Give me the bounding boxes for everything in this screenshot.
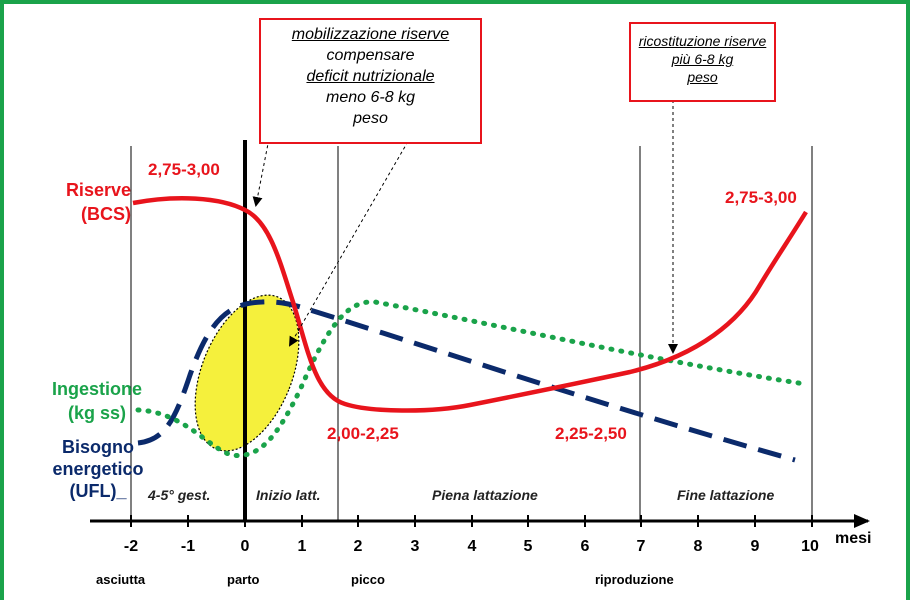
bcs-end-value: 2,75-3,00 xyxy=(725,188,797,207)
tick-label: 0 xyxy=(240,538,250,555)
callout-line: deficit nutrizionale xyxy=(306,68,435,85)
phase-full: Piena lattazione xyxy=(432,487,538,503)
tick-label: 7 xyxy=(636,538,646,555)
tick-label: 10 xyxy=(801,538,819,555)
tick-label: -1 xyxy=(180,538,196,555)
callout-line: peso xyxy=(687,69,718,85)
bisogno-label-line1: Bisogno xyxy=(62,437,134,457)
tick-label: 6 xyxy=(580,538,590,555)
callout-line: più 6-8 kg xyxy=(671,51,734,67)
bisogno-label-line2: energetico xyxy=(52,459,144,479)
callout-ricostituzione: ricostituzione riserve più 6-8 kg peso xyxy=(629,22,776,102)
callout-line: meno 6-8 kg xyxy=(326,89,415,106)
tick-label: -2 xyxy=(123,538,139,555)
bisogno-label: Bisogno energetico (UFL)_ xyxy=(50,436,146,502)
event-riproduzione: riproduzione xyxy=(595,572,674,587)
tick-label: 9 xyxy=(750,538,760,555)
callout-line: mobilizzazione riserve xyxy=(291,26,450,43)
tick-label: 3 xyxy=(410,538,420,555)
arrow-mobilizzazione-2 xyxy=(288,99,433,347)
riserve-label-line1: Riserve xyxy=(65,180,131,200)
tick-label: 8 xyxy=(693,538,703,555)
callout-mobilizzazione: mobilizzazione riserve compensare defici… xyxy=(259,18,482,144)
bcs-start-value: 2,75-3,00 xyxy=(148,160,220,179)
bcs-low-value: 2,00-2,25 xyxy=(327,424,399,443)
callout-line: ricostituzione riserve xyxy=(638,33,767,49)
ingestione-curve xyxy=(135,299,808,459)
event-parto: parto xyxy=(227,572,260,587)
riserve-label-line2: (BCS) xyxy=(81,204,131,224)
callout-line: compensare xyxy=(326,47,415,64)
tick-label: 5 xyxy=(523,538,533,555)
tick-label: 4 xyxy=(467,538,477,555)
event-picco: picco xyxy=(351,572,385,587)
tick-label: 2 xyxy=(353,538,363,555)
event-asciutta: asciutta xyxy=(96,572,146,587)
bisogno-label-suffix: _ xyxy=(116,481,127,501)
riserve-label: Riserve (BCS) xyxy=(57,178,131,226)
ingestione-label-line2: (kg ss) xyxy=(67,403,127,423)
phase-early: Inizio latt. xyxy=(256,487,321,503)
callout-line: peso xyxy=(353,110,388,127)
bcs-mid-value: 2,25-2,50 xyxy=(555,424,627,443)
phase-dry: 4-5° gest. xyxy=(148,487,211,503)
ingestione-label: Ingestione (kg ss) xyxy=(47,377,147,425)
bisogno-label-unit: (UFL) xyxy=(69,481,117,501)
bisogno-label-line3: (UFL)_ xyxy=(50,480,146,502)
phase-late: Fine lattazione xyxy=(677,487,775,503)
axis-unit: mesi xyxy=(835,530,872,547)
ingestione-label-line1: Ingestione xyxy=(51,379,142,399)
tick-label: 1 xyxy=(297,538,307,555)
bisogno-curve xyxy=(137,299,796,463)
riserve-curve xyxy=(132,196,808,413)
axis-tick-marks xyxy=(130,515,813,527)
